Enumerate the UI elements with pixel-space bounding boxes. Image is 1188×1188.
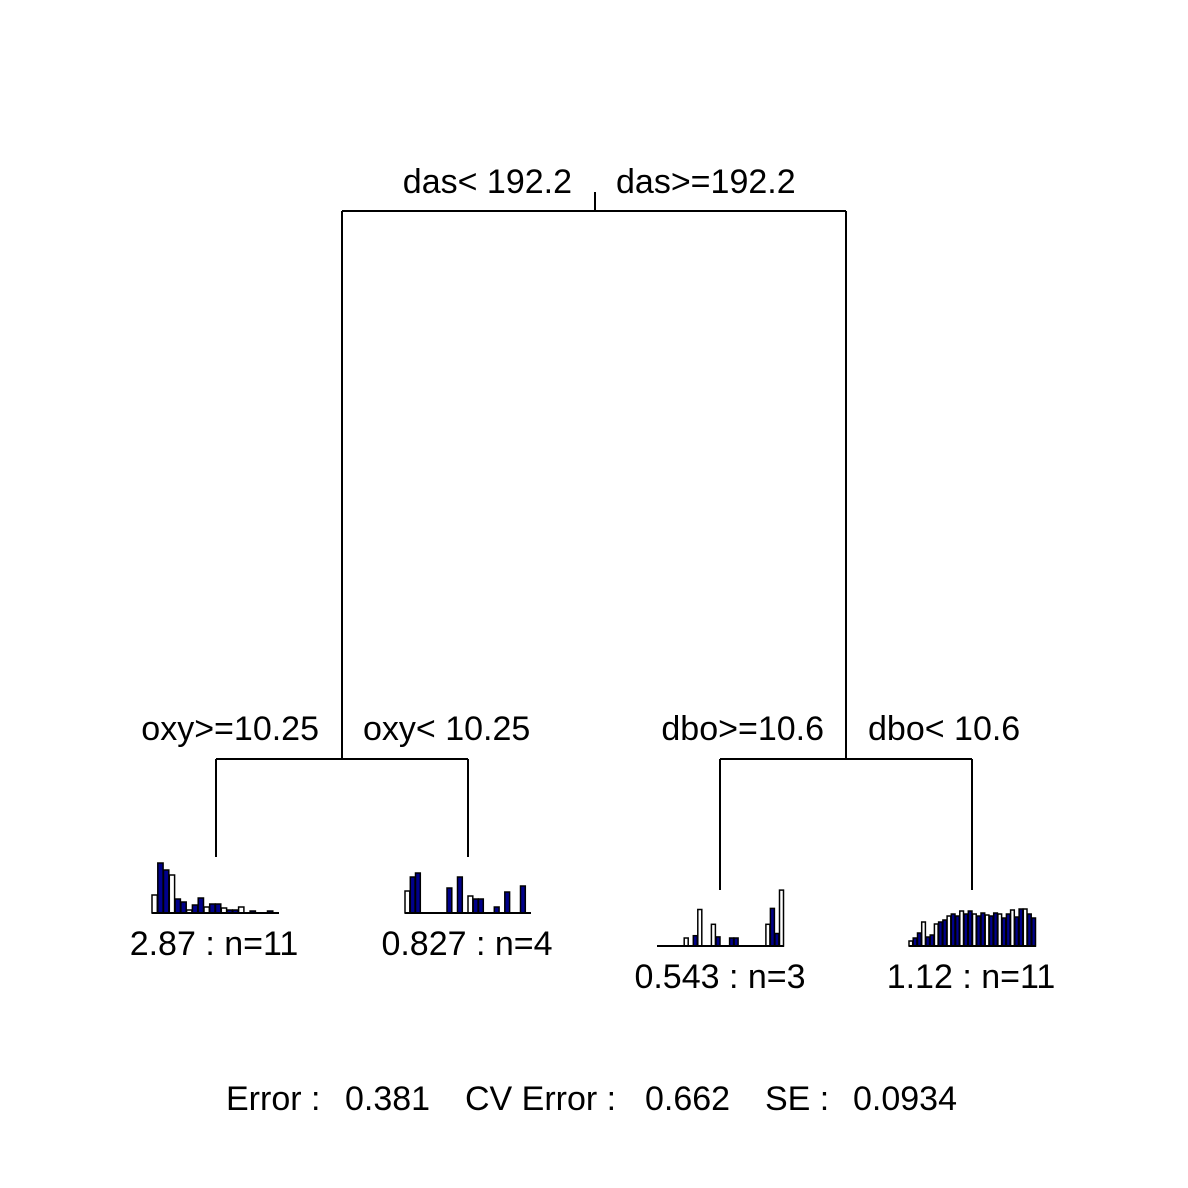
error-summary: Error : 0.381 CV Error : 0.662 SE : 0.09… [226,1080,957,1118]
leaf-4-bar [971,913,977,947]
cv-error-value: 0.662 [645,1080,730,1118]
right-node-left-split-label: dbo>=10.6 [661,710,824,748]
left-node-right-split-label: oxy< 10.25 [363,710,530,748]
leaf-4-label: 1.12 : n=11 [887,958,1056,996]
leaf-4-bar [992,912,999,947]
leaf-4-bar [920,921,927,947]
leaf-4-bar [963,913,969,947]
leaf-1-histogram [151,862,279,914]
cv-error-label: CV Error : [465,1080,616,1118]
leaf-4-bar [954,915,961,947]
leaf-1-bar [157,862,164,914]
leaf-4-bar [975,915,982,947]
leaf-4-bar [984,914,990,947]
root-node: das< 192.2 das>=192.2 [341,163,847,759]
leaf-2-bar [414,872,422,914]
leaf-4-bar [942,919,948,947]
leaf-3-bar [728,937,735,947]
leaf-1-bar [151,894,159,914]
leaf-2: 0.827 : n=4 [381,872,553,963]
leaf-4-bar [933,923,939,947]
left-node-left-split-label: oxy>=10.25 [141,710,319,748]
leaf-4-bar [1009,909,1016,947]
leaf-4-bar [980,912,986,947]
leaf-3-bar [769,907,776,947]
error-label: Error : [226,1080,320,1118]
leaf-1-bar [168,874,176,914]
leaf-3-bar [733,937,739,947]
leaf-2-bar [467,895,474,914]
leaf-2-bar [504,891,511,914]
leaf-1-bar [180,901,187,914]
leaf-2-bar [446,887,453,914]
leaf-2-histogram [404,872,531,914]
leaf-4-bar [988,915,994,947]
leaf-4-bar [950,913,956,947]
leaf-4-bar [967,910,973,947]
leaf-4-bar [946,915,952,947]
leaf-1-bar [191,904,199,914]
se-label: SE : [765,1080,829,1118]
leaf-4: 1.12 : n=11 [887,908,1056,996]
leaf-3-bar [683,937,689,947]
leaf-1-bar [162,869,170,914]
right-node: dbo>=10.6 dbo< 10.6 [661,710,1020,890]
leaf-2-bar [456,876,464,914]
leaf-1-bar [208,903,216,914]
leaf-4-bar [1031,917,1037,947]
leaf-3: 0.543 : n=3 [634,889,806,996]
leaf-4-bar [912,937,918,947]
root-left-split-label: das< 192.2 [403,163,572,201]
root-right-split-label: das>=192.2 [616,163,796,201]
leaf-3-bar [697,908,703,947]
leaf-4-bar [959,910,965,947]
leaf-4-bar [1022,908,1028,947]
leaf-4-bar [997,913,1003,947]
leaf-1-bar [197,897,205,914]
leaf-2-label: 0.827 : n=4 [381,925,552,963]
left-node: oxy>=10.25 oxy< 10.25 [141,710,530,857]
leaf-3-bar [778,889,785,947]
leaf-4-bar [925,936,931,947]
leaf-3-bar [715,936,721,947]
leaf-4-histogram [908,908,1037,947]
leaf-3-bar [710,923,717,947]
leaf-2-bar [404,890,411,914]
right-node-right-split-label: dbo< 10.6 [868,710,1020,748]
leaf-1-bar [214,903,222,914]
se-value: 0.0934 [853,1080,957,1118]
leaf-2-bar [472,898,479,914]
leaf-3-bar [692,934,699,947]
leaf-3-bar [765,923,771,947]
leaf-4-bar [1005,913,1011,947]
leaf-4-bar [1026,913,1032,947]
leaf-2-bar [477,898,485,914]
leaf-3-histogram [657,889,785,947]
leaf-4-bar [929,934,935,947]
leaf-4-bar [1018,908,1024,947]
leaf-1-label: 2.87 : n=11 [130,925,299,963]
leaf-4-bar [1014,916,1020,947]
leaf-3-bar [774,932,780,947]
leaf-2-bar [519,885,527,914]
leaf-4-bar [1001,917,1007,947]
error-value: 0.381 [345,1080,430,1118]
leaf-3-label: 0.543 : n=3 [634,958,805,996]
leaf-4-bar [937,921,944,947]
leaf-1: 2.87 : n=11 [130,862,299,963]
leaf-4-bar [916,932,922,947]
leaf-1-bar [174,898,182,914]
leaf-2-bar [409,876,416,914]
